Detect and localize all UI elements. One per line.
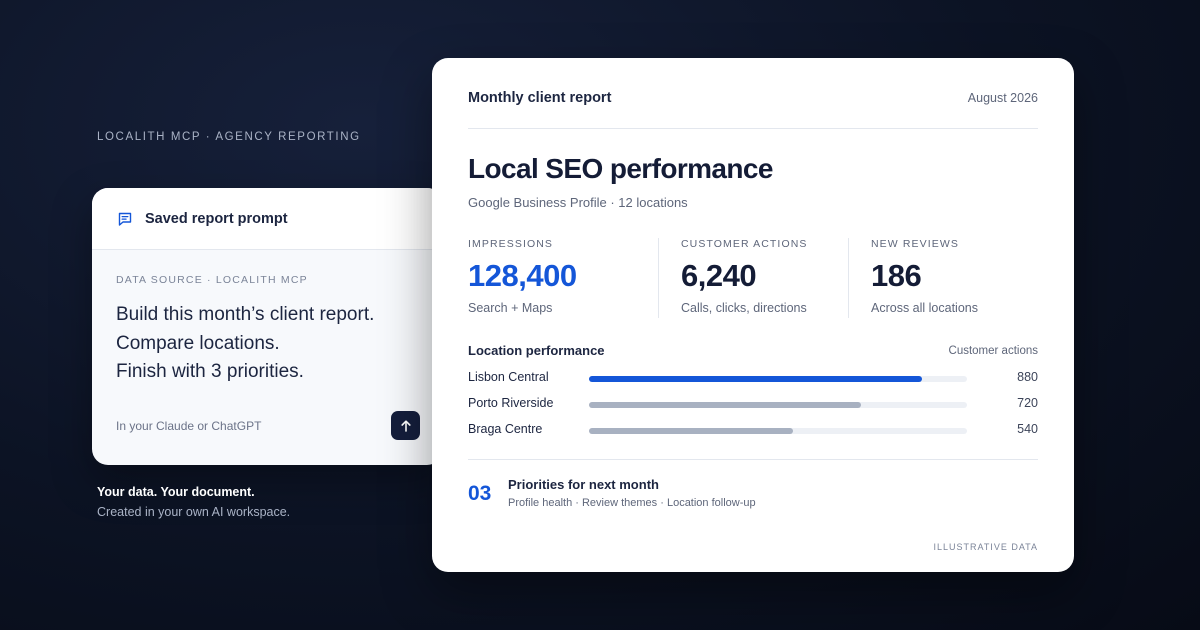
report-date: August 2026 <box>967 91 1038 105</box>
prompt-footer: In your Claude or ChatGPT <box>116 411 420 440</box>
priorities-title: Priorities for next month <box>508 477 659 492</box>
metrics-row: IMPRESSIONS 128,400 Search + Maps CUSTOM… <box>468 238 1038 318</box>
message-square-icon <box>117 211 133 227</box>
location-name: Porto Riverside <box>468 396 554 410</box>
saved-prompt-card: Saved report prompt DATA SOURCE · LOCALI… <box>92 188 443 465</box>
metric-value: 128,400 <box>468 258 577 293</box>
data-source-label: DATA SOURCE · LOCALITH MCP <box>116 274 308 286</box>
metric-value: 6,240 <box>681 258 757 293</box>
metric-value: 186 <box>871 258 922 293</box>
arrow-up-icon <box>399 419 413 433</box>
bar-track <box>589 428 967 434</box>
prompt-card-title: Saved report prompt <box>145 210 288 227</box>
prompt-card-body: DATA SOURCE · LOCALITH MCP Build this mo… <box>92 250 443 465</box>
metric-label: IMPRESSIONS <box>468 238 554 250</box>
location-column-label: Customer actions <box>948 344 1038 357</box>
metric-customer-actions: CUSTOMER ACTIONS 6,240 Calls, clicks, di… <box>681 238 808 318</box>
metric-new-reviews: NEW REVIEWS 186 Across all locations <box>871 238 978 318</box>
metric-separator <box>658 238 659 318</box>
location-value: 720 <box>1017 396 1038 410</box>
location-performance-header: Location performance Customer actions <box>468 343 1038 358</box>
tagline-subtext: Created in your own AI workspace. <box>97 505 291 519</box>
prompt-text: Build this month’s client report. Compar… <box>116 301 419 387</box>
bar-fill <box>589 402 862 408</box>
location-performance-title: Location performance <box>468 343 605 358</box>
prompt-destination: In your Claude or ChatGPT <box>116 418 262 433</box>
prompt-card-header: Saved report prompt <box>92 188 443 250</box>
location-row: Porto Riverside 720 <box>468 396 1038 412</box>
location-name: Braga Centre <box>468 422 543 436</box>
divider <box>468 459 1038 460</box>
metric-label: CUSTOMER ACTIONS <box>681 238 808 250</box>
metric-impressions: IMPRESSIONS 128,400 Search + Maps <box>468 238 577 318</box>
prompt-line: Finish with 3 priorities. <box>116 361 304 382</box>
report-subtitle: Google Business Profile · 12 locations <box>468 195 688 210</box>
bar-fill <box>589 376 922 382</box>
report-header: Monthly client report August 2026 <box>468 90 1038 106</box>
eyebrow-label: LOCALITH MCP · AGENCY REPORTING <box>97 131 361 143</box>
metric-separator <box>848 238 849 318</box>
report-card: Monthly client report August 2026 Local … <box>432 58 1074 572</box>
bar-track <box>589 376 967 382</box>
prompt-line: Build this month’s client report. <box>116 304 375 325</box>
report-title: Local SEO performance <box>468 153 773 184</box>
metric-description: Across all locations <box>871 301 978 315</box>
bar-fill <box>589 428 794 434</box>
metric-description: Search + Maps <box>468 301 553 315</box>
bar-track <box>589 402 967 408</box>
location-value: 880 <box>1017 370 1038 384</box>
location-name: Lisbon Central <box>468 370 549 384</box>
divider <box>468 128 1038 129</box>
metric-description: Calls, clicks, directions <box>681 301 807 315</box>
location-row: Lisbon Central 880 <box>468 370 1038 386</box>
location-value: 540 <box>1017 422 1038 436</box>
send-button[interactable] <box>391 411 420 440</box>
priorities-list: Profile health · Review themes · Locatio… <box>508 497 756 509</box>
priorities-count: 03 <box>468 482 492 505</box>
illustrative-data-note: ILLUSTRATIVE DATA <box>933 542 1038 552</box>
report-header-title: Monthly client report <box>468 90 612 106</box>
location-row: Braga Centre 540 <box>468 422 1038 438</box>
prompt-line: Compare locations. <box>116 332 280 354</box>
metric-label: NEW REVIEWS <box>871 238 959 250</box>
tagline-headline: Your data. Your document. <box>97 485 255 499</box>
